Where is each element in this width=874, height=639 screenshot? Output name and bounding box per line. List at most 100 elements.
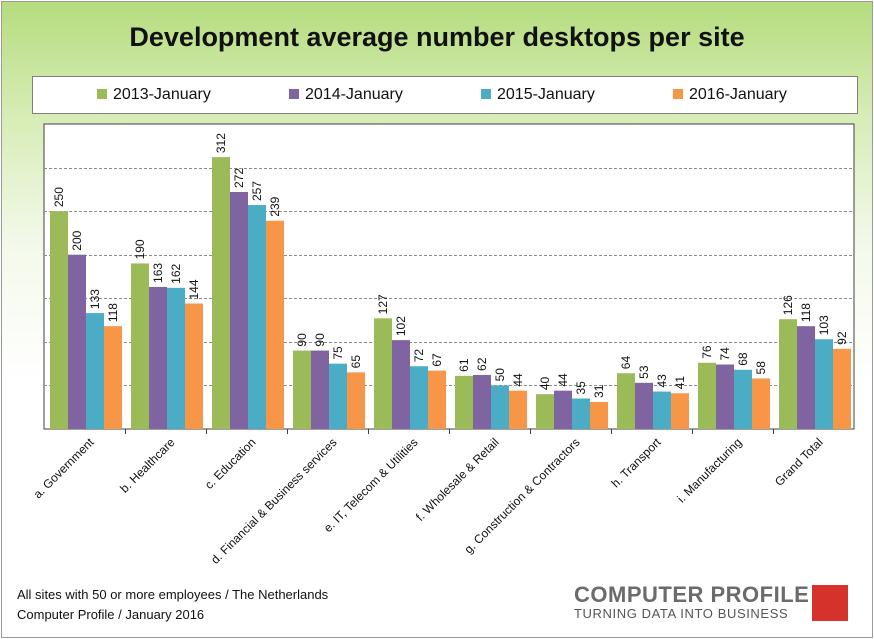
data-label: 239 bbox=[268, 196, 282, 216]
data-label: 40 bbox=[538, 376, 552, 390]
bar bbox=[230, 191, 248, 429]
bar bbox=[590, 401, 608, 429]
bar bbox=[374, 318, 392, 429]
category-label: e. IT, Telecom & Utilities bbox=[321, 435, 421, 535]
bar bbox=[428, 370, 446, 429]
data-label: 126 bbox=[781, 295, 795, 315]
bar bbox=[149, 286, 167, 429]
legend-item-2014: 2014-January bbox=[289, 86, 403, 104]
footnote: All sites with 50 or more employees / Th… bbox=[17, 585, 328, 625]
data-label: 162 bbox=[169, 263, 183, 283]
data-label: 65 bbox=[349, 355, 363, 369]
footnote-line-2: Computer Profile / January 2016 bbox=[17, 607, 205, 622]
data-label: 90 bbox=[313, 333, 327, 347]
logo-red-square bbox=[812, 585, 848, 621]
bar bbox=[833, 348, 851, 429]
legend-swatch-2016 bbox=[673, 88, 683, 99]
bar bbox=[50, 211, 68, 429]
data-label: 62 bbox=[475, 357, 489, 371]
logo-name: COMPUTER PROFILE bbox=[574, 582, 810, 607]
legend-swatch-2013 bbox=[97, 88, 107, 99]
bar bbox=[455, 375, 473, 429]
data-label: 90 bbox=[295, 333, 309, 347]
bar bbox=[554, 390, 572, 429]
bar bbox=[617, 373, 635, 429]
category-label: f. Wholesale & Retail bbox=[413, 435, 502, 524]
bar bbox=[653, 391, 671, 429]
data-label: 44 bbox=[556, 373, 570, 387]
category-label: a. Government bbox=[31, 435, 97, 501]
bar bbox=[167, 287, 185, 429]
data-label: 53 bbox=[637, 365, 651, 379]
bar bbox=[734, 369, 752, 429]
category-label: h. Transport bbox=[608, 435, 664, 491]
bar bbox=[347, 372, 365, 429]
legend-label-2015: 2015-January bbox=[497, 86, 595, 103]
company-logo: COMPUTER PROFILE TURNING DATA INTO BUSIN… bbox=[574, 582, 848, 621]
bar bbox=[293, 350, 311, 429]
legend-label-2013: 2013-January bbox=[113, 86, 211, 103]
legend-item-2015: 2015-January bbox=[481, 86, 595, 104]
bar bbox=[509, 390, 527, 429]
bar bbox=[797, 326, 815, 429]
data-label: 190 bbox=[133, 239, 147, 259]
bar bbox=[716, 364, 734, 429]
bar bbox=[311, 350, 329, 429]
bar bbox=[671, 393, 689, 429]
bar bbox=[104, 326, 122, 429]
data-label: 50 bbox=[493, 368, 507, 382]
data-label: 163 bbox=[151, 263, 165, 283]
legend-swatch-2015 bbox=[481, 88, 491, 99]
category-label: c. Education bbox=[202, 435, 259, 492]
data-label: 44 bbox=[511, 373, 525, 387]
data-label: 68 bbox=[736, 352, 750, 366]
bar bbox=[266, 220, 284, 429]
data-label: 133 bbox=[88, 289, 102, 309]
bar bbox=[329, 363, 347, 429]
bar bbox=[185, 303, 203, 429]
data-label: 144 bbox=[187, 279, 201, 299]
data-label: 312 bbox=[214, 133, 228, 153]
legend-label-2014: 2014-January bbox=[305, 86, 403, 103]
category-label: b. Healthcare bbox=[117, 435, 178, 496]
data-label: 127 bbox=[376, 294, 390, 314]
bar bbox=[536, 394, 554, 429]
bar bbox=[131, 263, 149, 429]
bar bbox=[572, 398, 590, 429]
data-label: 92 bbox=[835, 331, 849, 345]
data-label: 102 bbox=[394, 316, 408, 336]
category-label: Grand Total bbox=[772, 435, 826, 489]
data-label: 118 bbox=[799, 303, 813, 322]
data-label: 61 bbox=[457, 358, 471, 372]
data-label: 76 bbox=[700, 345, 714, 359]
legend-label-2016: 2016-January bbox=[689, 86, 787, 103]
bar bbox=[815, 339, 833, 429]
legend-swatch-2014 bbox=[289, 88, 299, 99]
data-label: 257 bbox=[250, 181, 264, 201]
data-label: 272 bbox=[232, 168, 246, 188]
data-label: 200 bbox=[70, 230, 84, 250]
bar bbox=[392, 340, 410, 429]
legend-item-2016: 2016-January bbox=[673, 86, 787, 104]
bar bbox=[491, 385, 509, 429]
data-label: 118 bbox=[106, 303, 120, 322]
bar bbox=[752, 378, 770, 429]
bar bbox=[68, 254, 86, 429]
logo-tagline: TURNING DATA INTO BUSINESS bbox=[574, 606, 789, 621]
legend-item-2013: 2013-January bbox=[97, 86, 211, 104]
data-label: 31 bbox=[592, 384, 606, 398]
chart-title: Development average number desktops per … bbox=[129, 22, 745, 52]
bar bbox=[86, 313, 104, 429]
bar bbox=[410, 366, 428, 429]
bar bbox=[473, 374, 491, 429]
data-label: 103 bbox=[817, 315, 831, 335]
bar bbox=[248, 205, 266, 429]
bar bbox=[635, 382, 653, 429]
data-label: 58 bbox=[754, 361, 768, 375]
data-label: 43 bbox=[655, 374, 669, 388]
data-label: 74 bbox=[718, 347, 732, 361]
legend: 2013-January 2014-January 2015-January 2… bbox=[32, 76, 858, 114]
data-label: 64 bbox=[619, 356, 633, 370]
